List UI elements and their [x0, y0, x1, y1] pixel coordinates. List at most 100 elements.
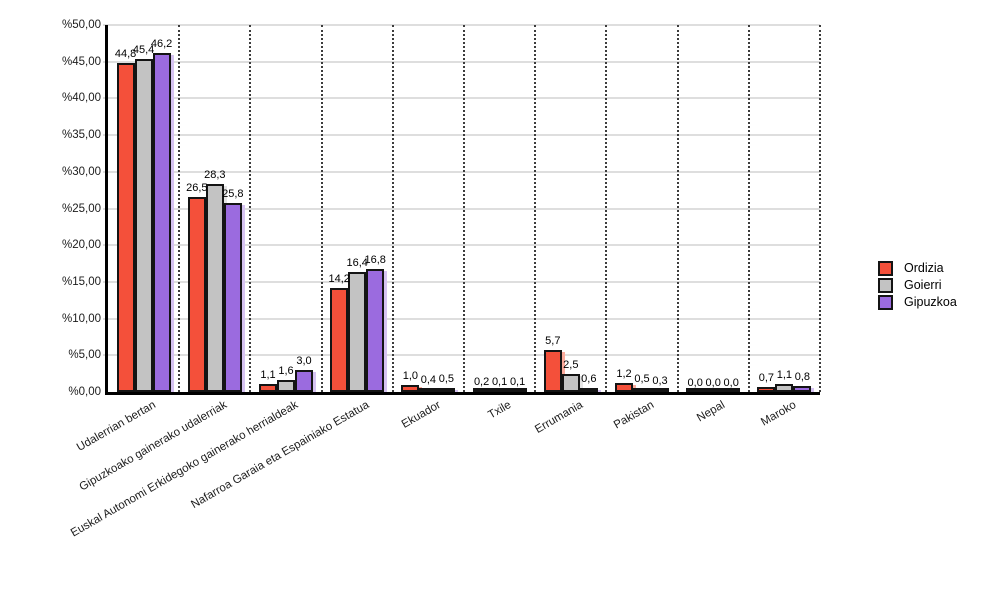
bar-value-label: 1,2 — [616, 368, 632, 380]
bar-value-label: 0,7 — [758, 372, 775, 384]
bar-value-label: 14,2 — [328, 273, 350, 285]
legend-label: Gipuzkoa — [904, 295, 957, 309]
bar-value-label: 16,8 — [364, 254, 386, 266]
bar — [259, 384, 277, 392]
category-separator — [676, 25, 679, 392]
bar — [775, 384, 794, 392]
bar-value-label: 0,0 — [705, 377, 721, 389]
bar-value-label: 0,5 — [634, 373, 650, 385]
bar-value-label: 1,1 — [260, 369, 276, 381]
legend-label: Goierri — [904, 278, 942, 292]
bar-value-label: 0,1 — [491, 376, 508, 388]
bar — [651, 388, 669, 392]
category-separator — [463, 25, 465, 392]
y-tick-label: %0,00 — [68, 386, 101, 398]
bar — [686, 388, 705, 392]
y-tick-label: %45,00 — [61, 55, 101, 68]
x-axis-line — [105, 392, 820, 395]
bar — [134, 59, 153, 392]
y-tick-label: %30,00 — [61, 165, 101, 178]
bar — [561, 374, 580, 392]
gridline — [103, 97, 820, 100]
legend-swatch — [878, 295, 893, 310]
category-separator — [534, 25, 537, 392]
bar — [419, 388, 438, 392]
x-category-label: Maroko — [759, 399, 799, 429]
bar-value-label: 2,5 — [563, 359, 579, 371]
category-separator — [249, 25, 252, 392]
y-tick-label: %40,00 — [61, 92, 101, 105]
bar — [508, 388, 527, 392]
y-tick-label: %15,00 — [61, 275, 101, 288]
gridline — [103, 280, 820, 283]
x-category-label: Nepal — [695, 399, 728, 425]
bar-value-label: 0,8 — [794, 371, 811, 383]
bar-value-label: 25,8 — [222, 188, 244, 200]
bar — [615, 383, 633, 392]
bar — [152, 53, 171, 392]
bar — [579, 388, 598, 392]
bar-value-label: 0,2 — [473, 376, 490, 388]
legend: Ordizia Goierri Gipuzkoa — [878, 261, 957, 312]
legend-item: Goierri — [878, 278, 957, 293]
bar — [490, 388, 509, 392]
category-separator — [819, 25, 821, 392]
bar — [472, 388, 491, 392]
gridline — [103, 244, 820, 247]
gridline — [103, 207, 820, 210]
bar — [793, 386, 812, 392]
bar-value-label: 0,0 — [687, 377, 703, 389]
category-separator — [391, 25, 394, 392]
y-tick-label: %10,00 — [61, 312, 101, 325]
category-separator — [605, 25, 608, 392]
y-axis-line — [105, 25, 108, 395]
bar — [633, 388, 651, 392]
bar — [437, 388, 456, 392]
legend-item: Gipuzkoa — [878, 295, 957, 310]
bar-value-label: 0,0 — [723, 377, 739, 389]
bar-value-label: 28,3 — [204, 169, 226, 181]
bar — [116, 63, 135, 392]
gridline — [103, 24, 820, 26]
bar — [277, 380, 295, 392]
bar-value-label: 1,1 — [776, 369, 793, 381]
y-tick-label: %50,00 — [61, 19, 101, 31]
y-tick-label: %25,00 — [61, 202, 101, 215]
bar — [348, 272, 367, 392]
x-category-label: Txile — [486, 399, 514, 422]
category-separator — [747, 25, 750, 392]
bar-value-label: 46,2 — [150, 38, 173, 50]
bar-value-label: 1,0 — [402, 370, 419, 382]
gridline — [103, 134, 820, 137]
bar-value-label: 45,4 — [132, 44, 155, 56]
bar — [205, 184, 224, 392]
x-category-label: Ekuador — [399, 399, 443, 431]
gridline — [103, 170, 820, 173]
bar-value-label: 3,0 — [296, 355, 312, 367]
bar-value-label: 26,5 — [186, 182, 208, 194]
x-category-label: Pakistan — [611, 399, 656, 432]
legend-item: Ordizia — [878, 261, 957, 276]
bar-value-label: 0,4 — [420, 374, 437, 386]
x-category-label: Errumania — [532, 399, 585, 436]
bar — [704, 388, 723, 392]
bar-value-label: 1,6 — [278, 365, 294, 377]
bar — [757, 387, 776, 392]
y-tick-label: %5,00 — [68, 349, 101, 362]
bar-value-label: 0,3 — [652, 375, 668, 387]
bar-value-label: 0,1 — [509, 376, 526, 388]
category-separator — [178, 25, 181, 392]
y-tick-label: %35,00 — [61, 129, 101, 142]
bar — [722, 388, 741, 392]
bar-value-label: 16,4 — [346, 257, 368, 269]
bar — [330, 288, 349, 392]
bar-value-label: 5,7 — [545, 335, 561, 347]
bar — [543, 350, 562, 392]
y-tick-label: %20,00 — [61, 239, 101, 252]
plot-area: 44,8 45,4 46,2 26,5 28,3 25,8 1,1 1,6 3,0 14,2 16,… — [103, 24, 821, 395]
legend-swatch — [878, 261, 893, 276]
legend-label: Ordizia — [904, 261, 944, 275]
bar-value-label: 0,6 — [581, 373, 597, 385]
bar — [223, 203, 242, 392]
